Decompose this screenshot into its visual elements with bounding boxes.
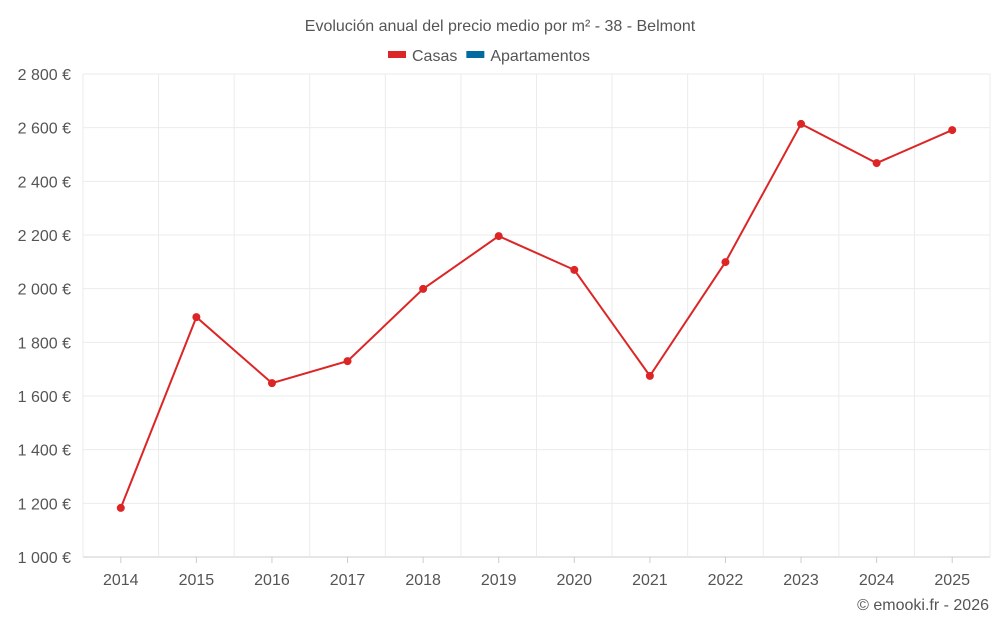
credit: © emooki.fr - 2026 xyxy=(857,597,989,614)
data-point[interactable] xyxy=(267,379,276,388)
x-axis: 2014 2015 2016 2017 2018 2019 2020 2021 2022 2023… xyxy=(103,557,970,589)
data-point[interactable] xyxy=(192,313,201,322)
legend: Casas Apartamentos xyxy=(388,48,590,65)
data-point[interactable] xyxy=(343,357,352,366)
data-point[interactable] xyxy=(948,126,957,135)
legend-label[interactable]: Apartamentos xyxy=(490,48,590,65)
x-tick-label: 2023 xyxy=(783,572,819,589)
series xyxy=(116,119,957,512)
x-tick-label: 2014 xyxy=(103,572,139,589)
y-tick-label: 2 200 € xyxy=(18,228,71,245)
legend-swatch[interactable] xyxy=(466,51,485,58)
x-tick-label: 2025 xyxy=(934,572,970,589)
data-point[interactable] xyxy=(721,258,730,267)
y-tick-label: 2 400 € xyxy=(18,174,71,191)
x-tick-label: 2022 xyxy=(708,572,744,589)
grid xyxy=(82,73,991,558)
data-point[interactable] xyxy=(570,265,579,274)
y-axis: 1 000 € 1 200 € 1 400 € 1 600 € 1 800 € 2 000… xyxy=(18,67,71,567)
data-point[interactable] xyxy=(872,159,881,168)
legend-label[interactable]: Casas xyxy=(412,48,457,65)
data-point[interactable] xyxy=(645,371,654,380)
legend-swatch[interactable] xyxy=(388,51,406,58)
series-line-casas xyxy=(119,122,953,509)
y-tick-label: 1 600 € xyxy=(18,389,71,406)
data-point[interactable] xyxy=(116,503,125,512)
x-tick-label: 2015 xyxy=(179,572,215,589)
x-tick-label: 2024 xyxy=(859,572,895,589)
x-tick-label: 2020 xyxy=(556,572,592,589)
x-tick-label: 2017 xyxy=(330,572,366,589)
y-tick-label: 2 800 € xyxy=(18,67,71,84)
chart-title: Evolución anual del precio medio por m² … xyxy=(305,18,696,35)
y-tick-label: 1 400 € xyxy=(18,443,71,460)
y-tick-label: 1 200 € xyxy=(18,496,71,513)
y-tick-label: 2 000 € xyxy=(18,282,71,299)
x-tick-label: 2021 xyxy=(632,572,668,589)
data-point[interactable] xyxy=(494,232,503,241)
y-tick-label: 2 600 € xyxy=(18,121,71,138)
y-tick-label: 1 800 € xyxy=(18,335,71,352)
x-tick-label: 2016 xyxy=(254,572,290,589)
data-point[interactable] xyxy=(419,284,428,293)
y-tick-label: 1 000 € xyxy=(18,550,71,567)
x-tick-label: 2019 xyxy=(481,572,517,589)
x-tick-label: 2018 xyxy=(405,572,441,589)
data-point[interactable] xyxy=(797,119,806,128)
